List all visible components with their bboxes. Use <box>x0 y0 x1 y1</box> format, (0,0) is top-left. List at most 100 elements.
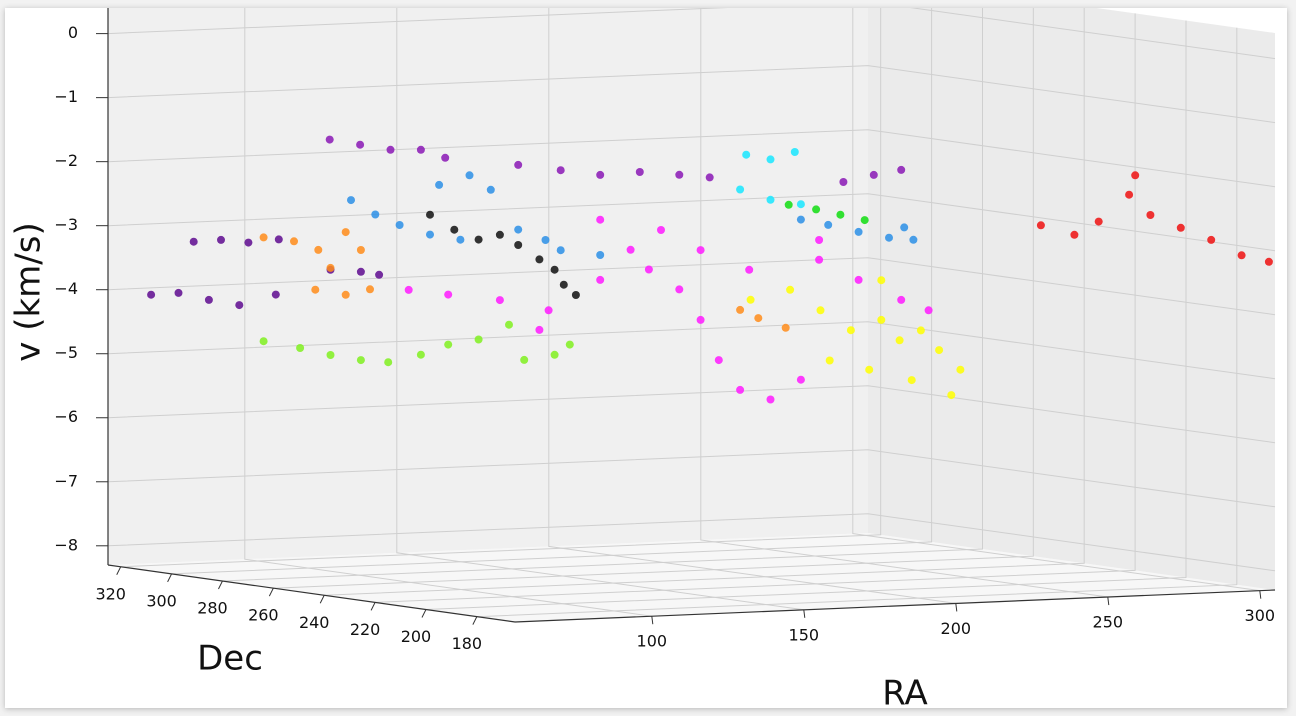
data-point <box>786 285 795 294</box>
plot-area: 0 −1 −2 −3 −4 −5 −6 −7 −8 320 300 280 260 240 220 200 18… <box>54 8 1276 653</box>
data-point <box>559 280 568 289</box>
data-point <box>474 235 483 244</box>
data-point <box>897 165 906 174</box>
data-point <box>865 365 874 374</box>
data-point <box>550 265 559 274</box>
data-point <box>596 170 605 179</box>
data-point <box>474 335 483 344</box>
data-point <box>571 291 580 299</box>
data-point <box>736 305 745 314</box>
data-point <box>916 326 925 335</box>
data-point <box>341 290 350 299</box>
data-point <box>846 326 855 335</box>
data-point <box>626 245 635 254</box>
x-tick-label: 300 <box>1245 606 1276 625</box>
data-point <box>935 346 944 355</box>
data-point <box>371 210 380 219</box>
data-point <box>790 148 799 156</box>
z-tick-label: −6 <box>54 407 78 426</box>
y-tick-label: 180 <box>452 634 483 653</box>
grid-line <box>107 8 1276 60</box>
data-point <box>395 221 404 229</box>
data-point <box>356 140 365 149</box>
grid-line <box>548 8 956 604</box>
data-point <box>444 340 453 349</box>
data-point <box>924 306 933 315</box>
data-point <box>326 351 335 359</box>
data-point <box>897 295 906 304</box>
z-tick-label: −4 <box>54 279 78 298</box>
data-point <box>426 210 434 219</box>
data-point <box>781 323 790 332</box>
data-point <box>736 185 745 194</box>
data-point <box>356 267 365 276</box>
y-tick-label: 300 <box>146 591 177 610</box>
data-point <box>877 276 886 285</box>
data-point <box>657 226 665 234</box>
series <box>259 320 574 367</box>
data-point <box>441 153 450 162</box>
data-point <box>1070 230 1079 239</box>
data-point <box>742 150 751 159</box>
series <box>1036 171 1273 266</box>
data-point <box>366 285 374 294</box>
data-point <box>450 225 459 234</box>
data-point <box>1125 190 1134 199</box>
y-tick-mark <box>472 616 478 625</box>
x-tick-mark <box>651 616 654 625</box>
data-point <box>746 295 755 304</box>
y-tick-mark <box>218 580 223 590</box>
data-point <box>550 350 559 359</box>
data-point <box>435 180 444 189</box>
y-axis-line <box>107 564 516 623</box>
data-point <box>386 145 395 154</box>
data-point <box>520 355 529 364</box>
data-point <box>644 265 653 274</box>
data-point <box>404 285 413 294</box>
data-point <box>812 205 821 214</box>
series <box>147 235 384 310</box>
data-point <box>1176 223 1185 232</box>
data-point <box>956 365 965 374</box>
data-point <box>514 225 523 234</box>
data-point <box>384 358 393 367</box>
data-point <box>635 168 644 176</box>
data-point <box>514 241 523 249</box>
y-tick-label: 240 <box>299 613 330 632</box>
data-point <box>311 285 320 294</box>
data-point <box>745 265 754 274</box>
y-tick-mark <box>319 595 325 604</box>
grid-line <box>107 513 1276 572</box>
data-point <box>341 228 350 237</box>
grid-line <box>107 65 1276 124</box>
data-point <box>836 210 845 219</box>
grid-line <box>396 8 804 611</box>
data-point <box>796 375 805 384</box>
y-tick-mark <box>167 573 173 583</box>
back-wall <box>108 8 868 565</box>
data-point <box>544 306 553 315</box>
z-tick-label: −1 <box>54 87 78 106</box>
x-tick-mark <box>803 609 806 618</box>
y-tick-mark <box>268 587 274 597</box>
data-point <box>356 356 365 365</box>
data-point <box>271 290 280 299</box>
data-point <box>766 395 775 404</box>
data-point <box>535 255 544 264</box>
data-point <box>217 235 225 244</box>
data-point <box>825 356 834 365</box>
grid-line <box>107 321 1276 380</box>
x-tick-mark <box>1259 590 1262 599</box>
grid-line <box>375 13 1136 603</box>
x-axis-line <box>514 589 1276 623</box>
data-point <box>877 315 886 324</box>
series <box>746 276 965 400</box>
x-tick-mark <box>1107 596 1110 606</box>
x-axis-title: RA <box>882 674 928 714</box>
data-point <box>907 376 916 385</box>
data-point <box>816 306 825 315</box>
data-point <box>556 166 565 175</box>
data-point <box>796 215 805 224</box>
data-point <box>885 233 893 242</box>
data-point <box>444 290 453 299</box>
